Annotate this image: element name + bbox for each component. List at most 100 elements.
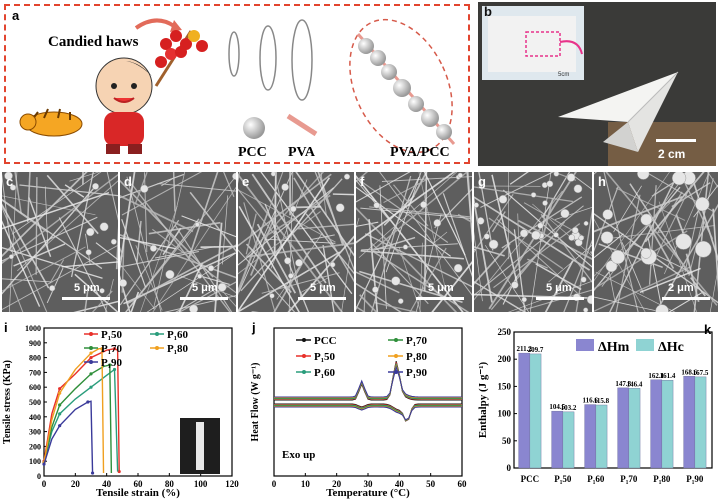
panel-b-inset-note: 5cm: [558, 72, 570, 78]
bar-value-label: 161.4: [660, 372, 676, 380]
panel-a-illustration: Candied haws: [19, 18, 456, 160]
bar-value-label: 209.7: [528, 346, 544, 354]
data-point: [86, 400, 90, 404]
x-tick-label: 10: [301, 479, 311, 489]
data-point: [89, 356, 93, 360]
data-point: [89, 372, 93, 376]
series-line: [43, 368, 119, 472]
bar-value-label: 115.8: [594, 397, 610, 405]
candied-haws-title: Candied haws: [48, 34, 139, 50]
legend-entry: P₁50: [314, 351, 336, 363]
data-point: [117, 469, 121, 474]
data-point: [58, 391, 62, 395]
legend-entry: PCC: [314, 335, 337, 347]
sem-image-h: h 2 μm: [594, 172, 718, 312]
cooling-curve: [274, 406, 462, 421]
panel-k-label: k: [704, 322, 712, 337]
y-tick-label: 900: [29, 339, 41, 348]
x-tick-label: 50: [426, 479, 436, 489]
sem-g-label: g: [478, 174, 486, 189]
data-point: [89, 351, 93, 355]
heating-curve: [274, 363, 462, 400]
panel-b-scalebar: 2 cm: [658, 147, 686, 161]
bar-value-label: 104.5: [549, 403, 565, 411]
x-axis-label: Temperature (°C): [326, 487, 410, 499]
bar: [650, 379, 663, 469]
y-axis-label: Heat Flow (W g⁻¹): [250, 363, 261, 442]
x-tick-label: P₁80: [653, 474, 671, 484]
y-tick-label: 500: [29, 398, 41, 407]
sem-image-f: f 5 μm: [356, 172, 472, 312]
bar-value-label: 162.1: [648, 372, 664, 380]
x-tick-label: 0: [272, 479, 277, 489]
sem-image-c: c 5 μm: [2, 172, 118, 312]
sem-f-label: f: [360, 174, 365, 189]
x-axis-label: Tensile strain (%): [96, 487, 180, 499]
heating-curve: [274, 362, 462, 400]
y-tick-label: 700: [29, 368, 41, 377]
legend-swatch: [576, 339, 594, 351]
heating-curve: [274, 365, 462, 398]
x-tick-label: 60: [458, 479, 468, 489]
sem-g-scalebar: 5 μm: [546, 282, 572, 294]
sem-c-scalebar: 5 μm: [74, 282, 100, 294]
bar-value-label: 211.2: [517, 345, 533, 353]
cooling-curve: [274, 404, 462, 422]
bar: [551, 410, 564, 469]
y-tick-label: 0: [507, 463, 512, 473]
y-tick-label: 300: [29, 428, 41, 437]
bar: [661, 379, 674, 469]
data-point: [112, 347, 117, 351]
bar: [518, 352, 531, 469]
legend-entry: P₁90: [406, 367, 428, 379]
data-point: [58, 387, 62, 391]
cooling-curve: [274, 404, 462, 422]
sem-image-e: e 5 μm: [238, 172, 354, 312]
y-tick-label: 100: [498, 409, 512, 419]
bar-value-label: 168.6: [681, 368, 697, 376]
data-point: [58, 424, 62, 428]
legend-pcc: PCC: [238, 145, 267, 160]
legend-entry: P₁50: [101, 329, 123, 341]
plot-frame: [513, 331, 713, 469]
data-point: [58, 403, 62, 407]
y-tick-label: 50: [502, 436, 512, 446]
bar: [595, 404, 608, 469]
x-tick-label: P₁90: [686, 474, 704, 484]
legend-entry: P₁60: [314, 367, 336, 379]
bar: [617, 387, 630, 469]
sem-image-d: d 5 μm: [120, 172, 236, 312]
bar-value-label: 147.3: [615, 380, 631, 388]
panel-b-photo: b 5cm 2 cm: [478, 2, 716, 166]
cooling-curve: [274, 405, 462, 421]
bar-value-label: 167.5: [693, 369, 709, 377]
x-tick-label: 0: [42, 479, 47, 489]
x-tick-label: 60: [134, 479, 144, 489]
x-tick-label: 100: [194, 479, 208, 489]
legend-entry: P₁70: [406, 335, 428, 347]
legend-swatch: [636, 339, 654, 351]
cooling-curve: [274, 403, 462, 422]
x-tick-label: 30: [364, 479, 374, 489]
heating-curve: [274, 363, 462, 399]
heating-curve: [274, 364, 462, 399]
heating-curve: [274, 361, 462, 401]
y-tick-label: 200: [498, 354, 512, 364]
y-tick-label: 150: [498, 381, 512, 391]
bar: [562, 411, 575, 469]
sem-c-label: c: [6, 174, 14, 189]
sem-d-scalebar: 5 μm: [192, 282, 218, 294]
data-point: [42, 462, 46, 466]
sem-h-scalebar: 2 μm: [668, 282, 694, 294]
bar: [628, 388, 641, 469]
y-tick-label: 800: [29, 354, 41, 363]
y-axis-label: Tensile stress (KPa): [2, 360, 13, 444]
candied-haws-icon: [154, 30, 208, 87]
sem-e-label: e: [242, 174, 250, 189]
panel-a: a Candied haws: [4, 4, 470, 164]
sem-d-label: d: [124, 174, 132, 189]
legend-entry: ΔHm: [598, 340, 630, 355]
bar-value-label: 116.6: [583, 397, 599, 405]
panel-j-label: j: [252, 320, 256, 335]
legend-entry: P₁60: [167, 329, 189, 341]
